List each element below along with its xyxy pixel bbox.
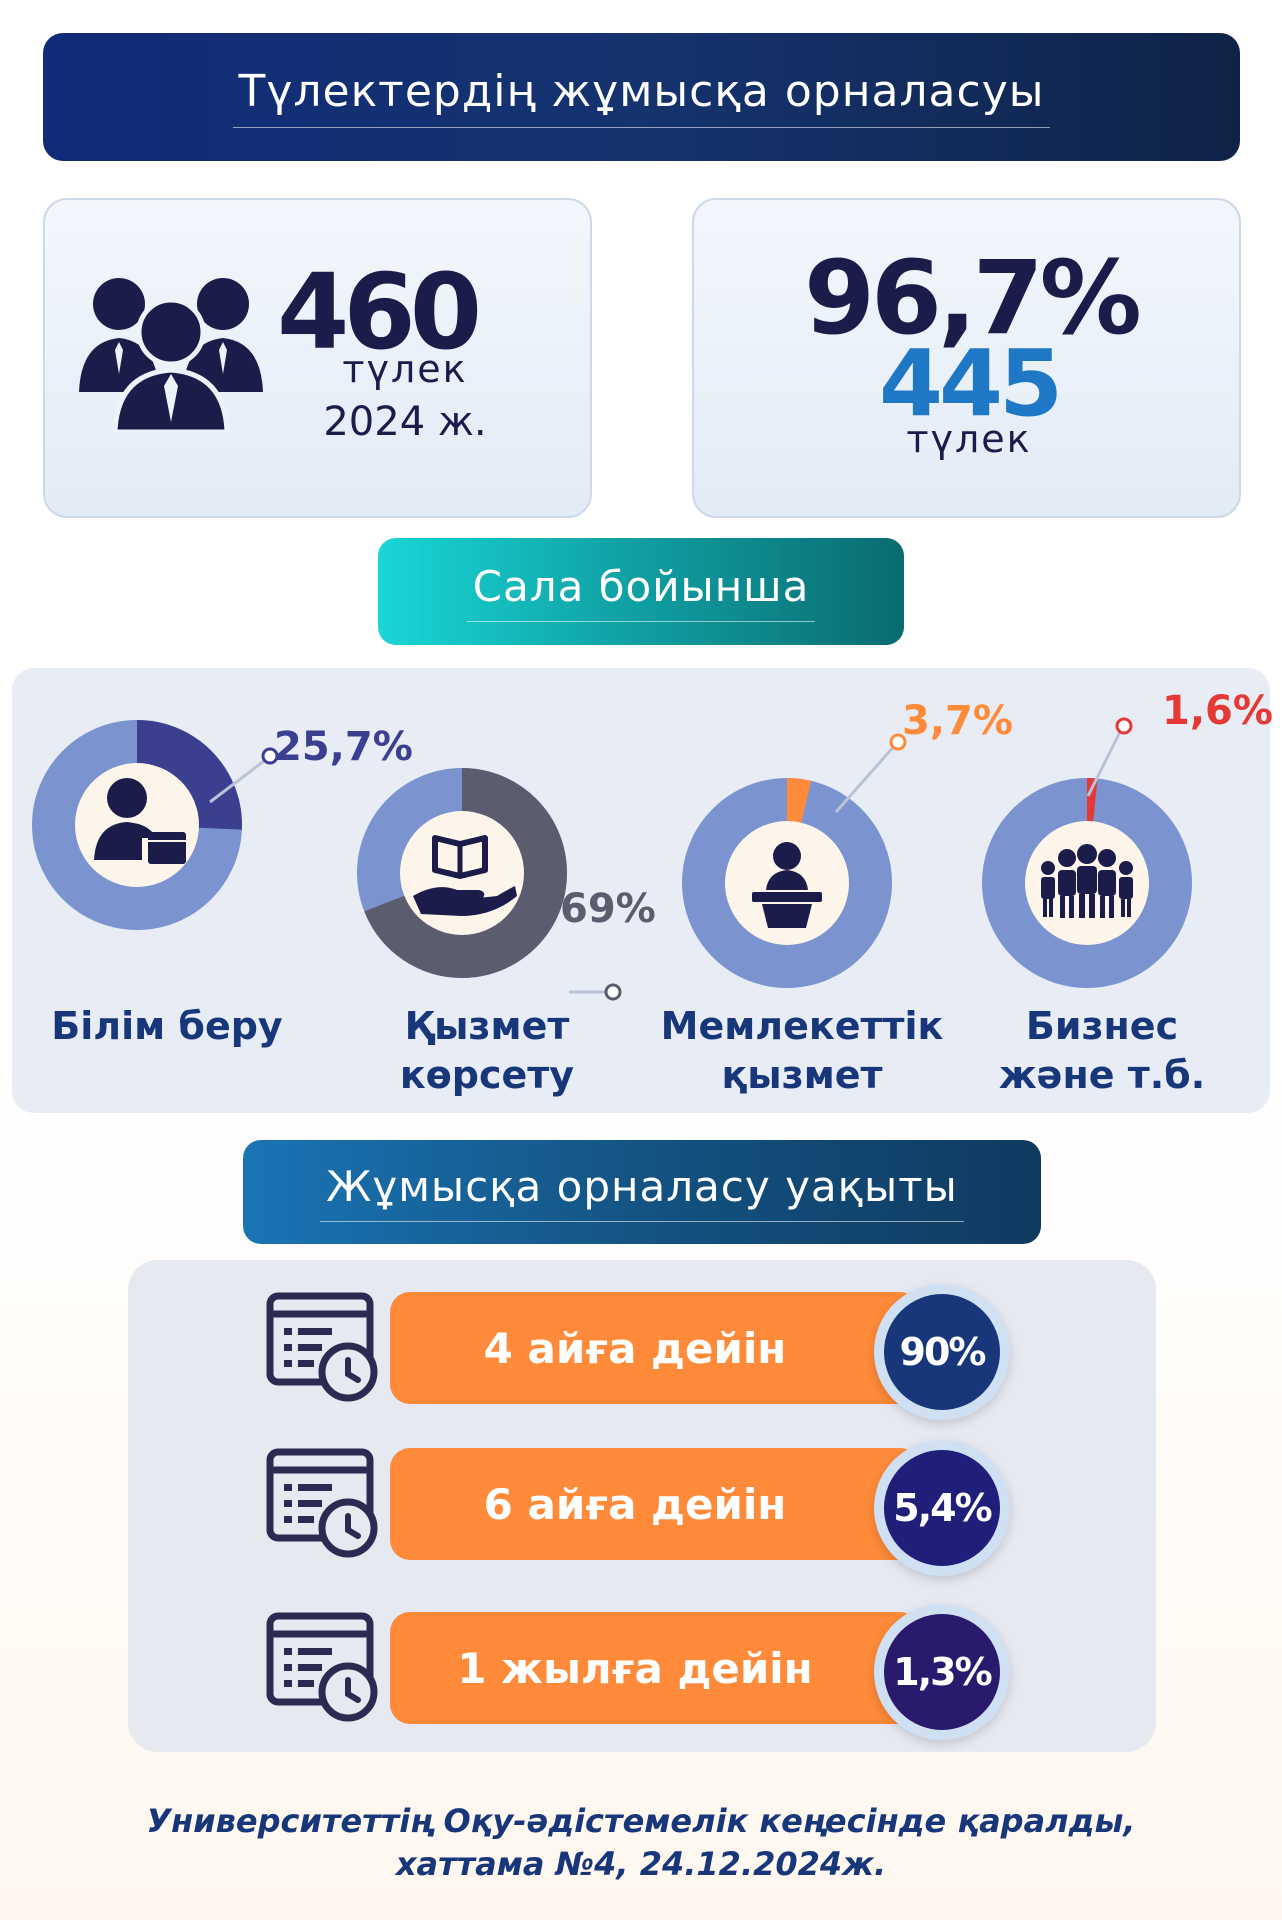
sector-label-education: Білім беру [32,1002,302,1051]
sector-banner: Сала бойынша [378,538,904,645]
time-percent-badge: 5,4% [874,1440,1010,1576]
sector-panel: 25,7% Білім беру 69% Қызмет көрсету [12,668,1273,1113]
time-banner: Жұмысқа орналасу уақыты [243,1140,1041,1244]
sector-label-services: Қызмет көрсету [342,1002,632,1101]
employed-label: түлек [906,417,1032,461]
leader-line-education [209,747,279,804]
time-row: 1 жылға дейін 1,3% [128,1604,1156,1740]
employed-card: 96,7% 445 түлек [692,198,1241,518]
time-bar-label: 6 айға дейін [390,1448,920,1560]
sector-donut-services [357,768,567,978]
sector-label-services-line2: көрсету [399,1053,575,1098]
sector-label-business: Бизнес және т.б. [957,1002,1247,1101]
leader-line-services [569,983,622,1001]
leader-line-public-service [834,733,907,813]
sector-segment-education [32,720,242,930]
sector-percent-public-service: 3,7% [902,698,1013,744]
sector-percent-services: 69% [560,886,656,932]
sector-label-business-line1: Бизнес [1025,1004,1179,1048]
time-percent-badge: 1,3% [874,1604,1010,1740]
graduates-count: 460 [277,251,482,373]
employed-percent: 96,7% [804,239,1142,358]
book-hand-icon [413,835,517,916]
page-title-banner: Түлектердің жұмысқа орналасуы [43,33,1240,161]
time-title: Жұмысқа орналасу уақыты [320,1162,964,1222]
graduates-year: 2024 ж. [323,399,487,445]
time-percent-badge: 90% [874,1284,1010,1420]
sector-donut-public-service [682,778,892,988]
sector-segment-business [982,778,1192,988]
sector-label-services-line1: Қызмет [404,1004,570,1048]
sector-segment-public-service [682,778,892,988]
sector-donut-business [982,778,1192,988]
sector-percent-education: 25,7% [274,724,413,770]
sector-label-public-service: Мемлекеттік қызмет [627,1002,977,1101]
time-panel: 4 айға дейін 90% 6 айға дейін 5,4% 1 жыл… [128,1260,1156,1752]
time-bar-label: 1 жылға дейін [390,1612,920,1724]
graduates-card: 460 түлек 2024 ж. [43,198,592,518]
sector-label-business-line2: және т.б. [998,1053,1206,1098]
sector-segment-services [357,768,567,978]
speaker-podium-icon [752,842,822,928]
calendar-clock-icon [266,1612,378,1722]
graduates-label: түлек [342,347,468,391]
time-row: 4 айға дейін 90% [128,1284,1156,1420]
calendar-clock-icon [266,1448,378,1558]
calendar-clock-icon [266,1292,378,1402]
sector-label-public-service-line2: қызмет [721,1053,883,1098]
people-group-icon [79,278,263,432]
footer-line2: хаттама №4, 24.12.2024ж. [395,1845,887,1884]
page-title: Түлектердің жұмысқа орналасуы [232,66,1051,128]
leader-line-business [1086,717,1133,797]
business-people-icon [1041,844,1133,918]
footer-note: Университеттің Оқу-әдістемелік кеңесінде… [60,1800,1222,1886]
sector-label-education-line1: Білім беру [51,1004,283,1048]
sector-percent-business: 1,6% [1162,688,1273,734]
sector-label-public-service-line1: Мемлекеттік [660,1004,944,1048]
sector-title: Сала бойынша [466,562,816,622]
footer-line1: Университеттің Оқу-әдістемелік кеңесінде… [146,1802,1136,1840]
time-bar-label: 4 айға дейін [390,1292,920,1404]
time-row: 6 айға дейін 5,4% [128,1440,1156,1576]
sector-donut-education [32,720,242,930]
employed-count: 445 [878,330,1063,437]
